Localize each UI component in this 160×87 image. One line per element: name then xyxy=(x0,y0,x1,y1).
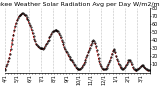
Title: Milwaukee Weather Solar Radiation Avg per Day W/m2/minute: Milwaukee Weather Solar Radiation Avg pe… xyxy=(0,2,160,7)
